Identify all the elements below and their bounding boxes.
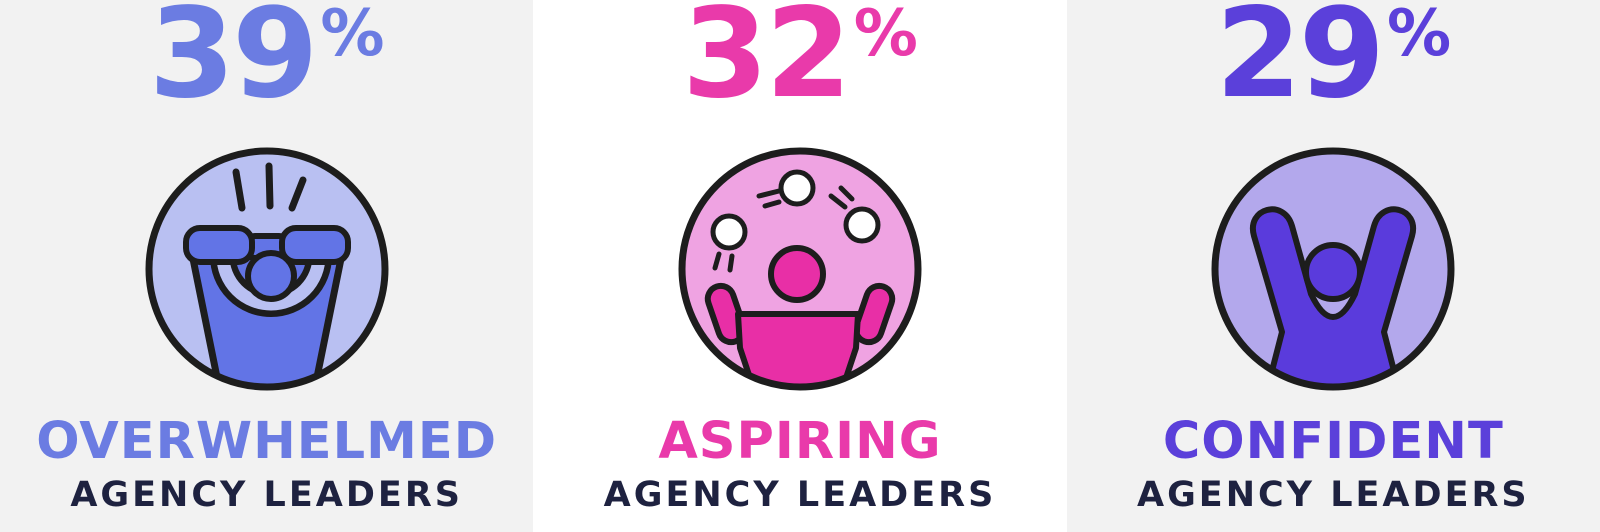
juggling-person-icon [678, 147, 922, 391]
stat-number: 29 [1215, 0, 1385, 126]
icon-circle-outline [1211, 147, 1455, 391]
panel-overwhelmed: 39 % OVERWHELMED AGENCY LEADERS [0, 0, 534, 532]
head [1303, 242, 1364, 302]
juggling-balls [710, 169, 881, 251]
right-hand [278, 225, 351, 265]
percent-sign: % [853, 0, 918, 71]
bowed-head-arc [216, 255, 326, 311]
left-hand [182, 225, 255, 265]
head [767, 245, 826, 303]
panel-sublabel: AGENCY LEADERS [603, 475, 997, 515]
percent-sign: % [1387, 0, 1452, 71]
stat-value-overwhelmed: 39 % [149, 0, 385, 116]
panel-label: ASPIRING [658, 412, 942, 471]
left-arm [704, 282, 748, 346]
icon-circle-outline [678, 147, 922, 391]
right-arm [852, 282, 896, 346]
panel-label: OVERWHELMED [36, 412, 498, 471]
panel-label: CONFIDENT [1162, 412, 1504, 471]
stat-value-confident: 29 % [1215, 0, 1451, 116]
arms-raised-person-icon [1211, 147, 1455, 391]
stat-number: 32 [682, 0, 852, 126]
person-body-arms-raised [1250, 206, 1417, 387]
panel-aspiring: 32 % [533, 0, 1067, 532]
stress-lines [232, 162, 307, 212]
juggling-motion-lines [712, 185, 855, 273]
head-top [244, 250, 297, 302]
panel-confident: 29 % CONFIDENT AGENCY LEADERS [1066, 0, 1600, 532]
panel-sublabel: AGENCY LEADERS [1136, 475, 1530, 515]
stat-number: 39 [148, 0, 319, 126]
icon-circle-outline [145, 147, 389, 391]
stat-value-aspiring: 32 % [682, 0, 918, 116]
percent-sign: % [320, 0, 385, 71]
panel-sublabel: AGENCY LEADERS [70, 475, 463, 515]
overwhelmed-person-hands-on-head-icon [145, 147, 389, 391]
